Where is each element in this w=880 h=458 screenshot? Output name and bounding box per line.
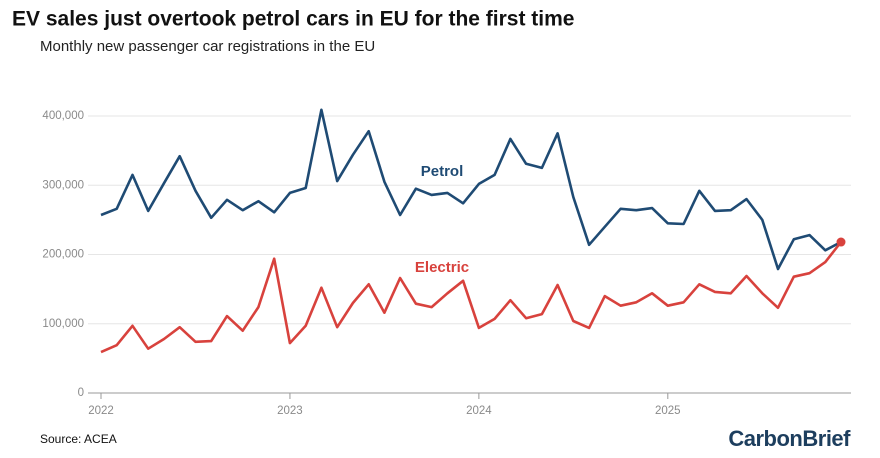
y-tick-label: 400,000: [42, 110, 84, 122]
x-tick-label: 2022: [88, 405, 114, 417]
logo: CarbonBrief: [728, 426, 851, 451]
chart-subtitle: Monthly new passenger car registrations …: [40, 38, 375, 55]
x-tick-label: 2023: [277, 405, 303, 417]
y-tick-label: 0: [78, 387, 84, 399]
x-tick-label: 2025: [655, 405, 681, 417]
x-tick-label: 2024: [466, 405, 492, 417]
series-label: Electric: [415, 259, 469, 276]
series-line: [100, 241, 843, 354]
end-marker: [836, 237, 846, 247]
y-tick-label: 100,000: [42, 318, 84, 330]
series-line: [100, 108, 842, 271]
y-tick-label: 300,000: [42, 179, 84, 191]
chart-title: EV sales just overtook petrol cars in EU…: [12, 8, 575, 31]
y-tick-label: 200,000: [42, 249, 84, 261]
series-label: Petrol: [421, 163, 464, 180]
source: Source: ACEA: [40, 432, 117, 446]
